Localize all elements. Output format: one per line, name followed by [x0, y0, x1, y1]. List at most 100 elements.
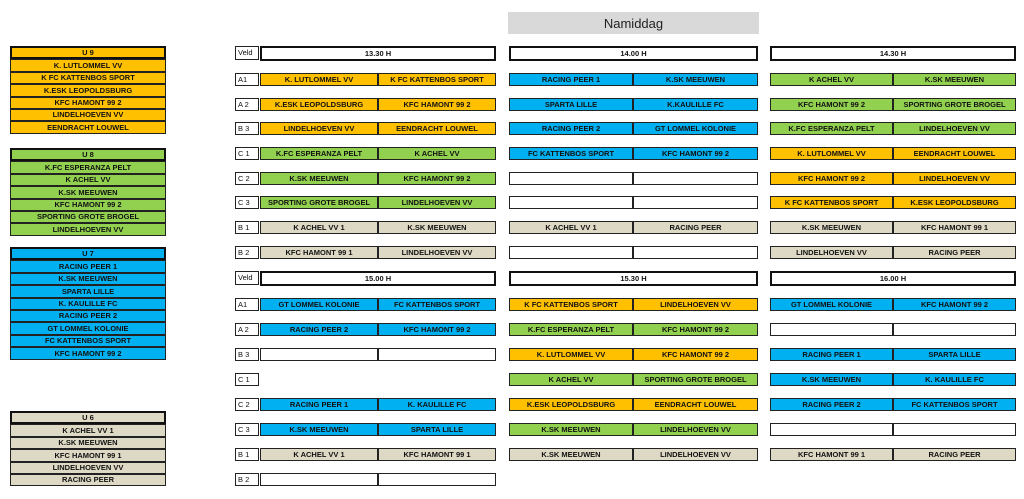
team-list-item: EENDRACHT LOUWEL — [10, 121, 166, 134]
time-header: 15.00 H — [260, 271, 496, 286]
match-home: K ACHEL VV 1 — [509, 221, 633, 234]
match-away: LINDELHOEVEN VV — [378, 246, 496, 259]
match-home — [509, 246, 633, 259]
team-list-item: K ACHEL VV — [10, 173, 166, 187]
match-home — [260, 348, 378, 361]
team-list-item: RACING PEER 1 — [10, 260, 166, 273]
match-home: FC KATTENBOS SPORT — [509, 147, 633, 160]
field-label: C 2 — [235, 172, 259, 185]
match-away: FC KATTENBOS SPORT — [378, 298, 496, 311]
match-away: KFC HAMONT 99 2 — [633, 348, 758, 361]
team-list-item: K.ESK LEOPOLDSBURG — [10, 84, 166, 97]
match-away: KFC HAMONT 99 2 — [633, 323, 758, 336]
team-list-item: K. LUTLOMMEL VV — [10, 59, 166, 72]
match-away: KFC HAMONT 99 2 — [378, 98, 496, 111]
match-away: RACING PEER — [633, 221, 758, 234]
match-away — [633, 246, 758, 259]
match-home: K.SK MEEUWEN — [260, 172, 378, 185]
match-home: KFC HAMONT 99 1 — [770, 448, 893, 461]
time-header: 16.00 H — [770, 271, 1016, 286]
team-list-item: K FC KATTENBOS SPORT — [10, 71, 166, 85]
match-away: LINDELHOEVEN VV — [893, 122, 1016, 135]
match-home — [770, 323, 893, 336]
time-header: 14.30 H — [770, 46, 1016, 61]
time-header: 15.30 H — [509, 271, 758, 286]
match-away: RACING PEER — [893, 246, 1016, 259]
page-title: Namiddag — [508, 12, 759, 34]
field-label: C 2 — [235, 398, 259, 411]
match-home: K.SK MEEUWEN — [770, 373, 893, 386]
team-list-header-u8: U 8 — [10, 148, 166, 162]
match-away: LINDELHOEVEN VV — [633, 298, 758, 311]
match-home: K.SK MEEUWEN — [509, 448, 633, 461]
field-label: B 1 — [235, 448, 259, 461]
match-home — [509, 196, 633, 209]
match-away: EENDRACHT LOUWEL — [633, 398, 758, 411]
match-away: K.SK MEEUWEN — [378, 221, 496, 234]
team-list-item: GT LOMMEL KOLONIE — [10, 322, 166, 335]
field-label: B 2 — [235, 246, 259, 259]
match-away: SPARTA LILLE — [378, 423, 496, 436]
team-list-item: KFC HAMONT 99 1 — [10, 449, 166, 462]
team-list-item: FC KATTENBOS SPORT — [10, 334, 166, 348]
team-list-item: LINDELHOEVEN VV — [10, 223, 166, 236]
field-label: A 2 — [235, 323, 259, 336]
field-label: C 3 — [235, 423, 259, 436]
match-home: K ACHEL VV 1 — [260, 221, 378, 234]
match-home: SPORTING GROTE BROGEL — [260, 196, 378, 209]
match-away — [633, 196, 758, 209]
field-label: C 1 — [235, 147, 259, 160]
team-list-header-u7: U 7 — [10, 247, 166, 261]
match-home: KFC HAMONT 99 1 — [260, 246, 378, 259]
match-home: RACING PEER 1 — [509, 73, 633, 86]
veld-header: Veld — [235, 46, 259, 60]
match-home: K ACHEL VV — [509, 373, 633, 386]
team-list-item: RACING PEER 2 — [10, 310, 166, 323]
match-away: KFC HAMONT 99 1 — [378, 448, 496, 461]
team-list-item: K.FC ESPERANZA PELT — [10, 161, 166, 174]
match-home: GT LOMMEL KOLONIE — [260, 298, 378, 311]
match-away — [893, 423, 1016, 436]
match-away: LINDELHOEVEN VV — [633, 423, 758, 436]
match-home: K. LUTLOMMEL VV — [509, 348, 633, 361]
match-home: K ACHEL VV 1 — [260, 448, 378, 461]
team-list-item: LINDELHOEVEN VV — [10, 109, 166, 122]
match-home: K ACHEL VV — [770, 73, 893, 86]
match-home: GT LOMMEL KOLONIE — [770, 298, 893, 311]
match-away: K.SK MEEUWEN — [893, 73, 1016, 86]
match-home: K.ESK LEOPOLDSBURG — [260, 98, 378, 111]
field-label: C 1 — [235, 373, 259, 386]
team-list-item: KFC HAMONT 99 2 — [10, 347, 166, 360]
team-list-item: SPARTA LILLE — [10, 285, 166, 298]
match-home: K.FC ESPERANZA PELT — [770, 122, 893, 135]
match-home — [260, 473, 378, 486]
field-label: B 1 — [235, 221, 259, 234]
match-away: FC KATTENBOS SPORT — [893, 398, 1016, 411]
match-home: K.SK MEEUWEN — [770, 221, 893, 234]
match-away: KFC HAMONT 99 2 — [893, 298, 1016, 311]
field-label: B 2 — [235, 473, 259, 486]
match-away: EENDRACHT LOUWEL — [893, 147, 1016, 160]
match-home: K FC KATTENBOS SPORT — [509, 298, 633, 311]
match-home: K. LUTLOMMEL VV — [770, 147, 893, 160]
match-away: LINDELHOEVEN VV — [633, 448, 758, 461]
team-list-item: K.SK MEEUWEN — [10, 272, 166, 286]
match-away — [378, 348, 496, 361]
match-home: LINDELHOEVEN VV — [770, 246, 893, 259]
match-home: KFC HAMONT 99 2 — [770, 98, 893, 111]
match-home: KFC HAMONT 99 2 — [770, 172, 893, 185]
match-home: K.SK MEEUWEN — [260, 423, 378, 436]
match-away: GT LOMMEL KOLONIE — [633, 122, 758, 135]
match-away — [893, 323, 1016, 336]
match-away: K.SK MEEUWEN — [633, 73, 758, 86]
match-away — [633, 172, 758, 185]
match-away: KFC HAMONT 99 2 — [633, 147, 758, 160]
field-label: C 3 — [235, 196, 259, 209]
match-away: LINDELHOEVEN VV — [378, 196, 496, 209]
match-home: K.SK MEEUWEN — [509, 423, 633, 436]
match-away: KFC HAMONT 99 1 — [893, 221, 1016, 234]
team-list-item: K.SK MEEUWEN — [10, 436, 166, 450]
match-away: SPORTING GROTE BROGEL — [633, 373, 758, 386]
field-label: A1 — [235, 73, 259, 86]
match-home: LINDELHOEVEN VV — [260, 122, 378, 135]
